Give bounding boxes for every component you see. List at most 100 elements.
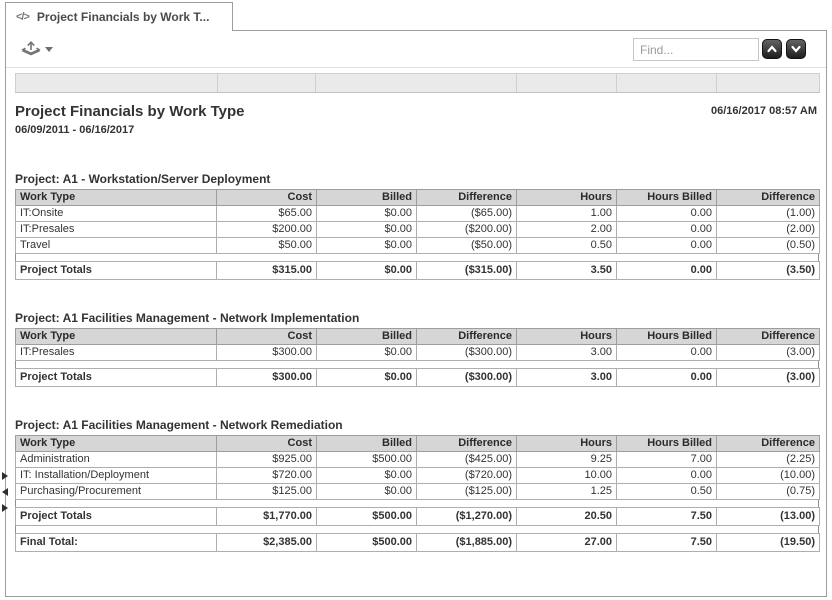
arrow-right-icon	[2, 504, 8, 512]
totals-table: Project Totals $315.00 $0.00 ($315.00) 3.50 0…	[15, 261, 820, 280]
value-cell: (2.00)	[716, 221, 820, 238]
column-header: Hours	[516, 435, 617, 452]
value-cell: $65.00	[216, 205, 317, 222]
value-cell: ($125.00)	[416, 483, 517, 500]
report-tables: Project: A1 - Workstation/Server Deploym…	[15, 172, 820, 526]
column-header: Work Type	[15, 189, 217, 206]
find-next-button[interactable]	[786, 39, 806, 59]
final-total-label: Final Total:	[15, 533, 217, 552]
table-caption: Project: A1 Facilities Management - Netw…	[15, 418, 343, 432]
value-cell: 2.00	[516, 221, 617, 238]
band-segment	[316, 74, 517, 92]
totals-table: Project Totals $1,770.00 $500.00 ($1,270.00…	[15, 507, 820, 526]
chevron-down-icon	[791, 45, 801, 53]
column-header: Hours Billed	[616, 328, 717, 345]
column-header: Difference	[716, 435, 820, 452]
totals-row: Project Totals $315.00 $0.00 ($315.00) 3.50 0…	[15, 261, 820, 280]
totals-value: 3.00	[516, 368, 617, 387]
work-type-cell: IT:Onsite	[15, 205, 217, 222]
tab-project-financials[interactable]: </> Project Financials by Work T...	[5, 2, 233, 31]
band-segment	[517, 74, 617, 92]
totals-table: Project Totals $300.00 $0.00 ($300.00) 3.00 0…	[15, 368, 820, 387]
column-header: Work Type	[15, 435, 217, 452]
final-total-value: 27.00	[516, 533, 617, 552]
find-previous-button[interactable]	[762, 39, 782, 59]
totals-value: 3.50	[516, 261, 617, 280]
project-table-section: Project: A1 Facilities Management - Netw…	[15, 311, 820, 387]
value-cell: $720.00	[216, 467, 317, 484]
value-cell: ($50.00)	[416, 237, 517, 254]
value-cell: $500.00	[316, 451, 417, 468]
totals-value: $315.00	[216, 261, 317, 280]
column-header: Cost	[216, 328, 317, 345]
totals-value: $0.00	[316, 368, 417, 387]
column-header: Cost	[216, 189, 317, 206]
final-total-value: 7.50	[616, 533, 717, 552]
table-row: Administration $925.00 $500.00 ($425.00) 9.2…	[15, 451, 820, 468]
totals-label: Project Totals	[15, 261, 217, 280]
arrow-right-icon	[2, 472, 8, 480]
value-cell: ($65.00)	[416, 205, 517, 222]
final-total-section: Final Total: $2,385.00 $500.00 ($1,885.00) 2…	[15, 526, 820, 552]
value-cell: $0.00	[316, 237, 417, 254]
totals-row: Project Totals $300.00 $0.00 ($300.00) 3.00 0…	[15, 368, 820, 387]
final-total-value: $500.00	[316, 533, 417, 552]
totals-value: 7.50	[616, 507, 717, 526]
value-cell: $0.00	[316, 483, 417, 500]
data-table: Work Type Cost Billed Difference Hours Hours …	[15, 189, 820, 254]
value-cell: 0.50	[516, 237, 617, 254]
value-cell: 0.00	[616, 344, 717, 361]
chevron-down-icon	[45, 46, 53, 52]
totals-value: ($315.00)	[416, 261, 517, 280]
column-header: Difference	[716, 328, 820, 345]
totals-value: 20.50	[516, 507, 617, 526]
value-cell: (10.00)	[716, 467, 820, 484]
value-cell: 1.00	[516, 205, 617, 222]
tab-label: Project Financials by Work T...	[36, 10, 210, 24]
table-caption: Project: A1 - Workstation/Server Deploym…	[15, 172, 271, 186]
value-cell: $200.00	[216, 221, 317, 238]
table-spacer	[15, 526, 819, 533]
totals-value: 0.00	[616, 368, 717, 387]
totals-value: $0.00	[316, 261, 417, 280]
page-title: Project Financials by Work Type	[15, 103, 245, 120]
table-spacer	[15, 254, 819, 261]
final-total-row: Final Total: $2,385.00 $500.00 ($1,885.00) 2…	[15, 533, 820, 552]
value-cell: (0.75)	[716, 483, 820, 500]
totals-row: Project Totals $1,770.00 $500.00 ($1,270.00…	[15, 507, 820, 526]
table-body: Administration $925.00 $500.00 ($425.00) 9.2…	[15, 451, 820, 500]
value-cell: 0.00	[616, 205, 717, 222]
value-cell: (1.00)	[716, 205, 820, 222]
value-cell: $0.00	[316, 205, 417, 222]
value-cell: 3.00	[516, 344, 617, 361]
code-icon: </>	[16, 11, 30, 23]
value-cell: 7.00	[616, 451, 717, 468]
arrow-left-icon	[2, 488, 8, 496]
value-cell: (0.50)	[716, 237, 820, 254]
export-button[interactable]	[21, 39, 53, 57]
column-header: Difference	[416, 189, 517, 206]
value-cell: $925.00	[216, 451, 317, 468]
splitter-handle[interactable]	[2, 472, 10, 520]
totals-label: Project Totals	[15, 507, 217, 526]
table-header-row: Work Type Cost Billed Difference Hours Hours …	[15, 189, 820, 206]
table-row: Purchasing/Procurement $125.00 $0.00 ($125.…	[15, 483, 820, 500]
value-cell: $50.00	[216, 237, 317, 254]
value-cell: $125.00	[216, 483, 317, 500]
work-type-cell: IT:Presales	[15, 221, 217, 238]
column-header: Billed	[316, 435, 417, 452]
report-generated-timestamp: 06/16/2017 08:57 AM	[711, 105, 817, 117]
totals-value: ($1,270.00)	[416, 507, 517, 526]
data-table: Work Type Cost Billed Difference Hours Hours …	[15, 435, 820, 500]
final-total-table: Final Total: $2,385.00 $500.00 ($1,885.00) 2…	[15, 533, 820, 552]
data-table: Work Type Cost Billed Difference Hours Hours …	[15, 328, 820, 361]
table-body: IT:Onsite $65.00 $0.00 ($65.00) 1.00 0.00 (1.0…	[15, 205, 820, 254]
find-input[interactable]	[633, 38, 759, 61]
final-total-value: $2,385.00	[216, 533, 317, 552]
totals-value: $1,770.00	[216, 507, 317, 526]
value-cell: (2.25)	[716, 451, 820, 468]
value-cell: 0.50	[616, 483, 717, 500]
column-header: Difference	[716, 189, 820, 206]
column-header: Hours Billed	[616, 435, 717, 452]
table-body: IT:Presales $300.00 $0.00 ($300.00) 3.00 0.00…	[15, 344, 820, 361]
